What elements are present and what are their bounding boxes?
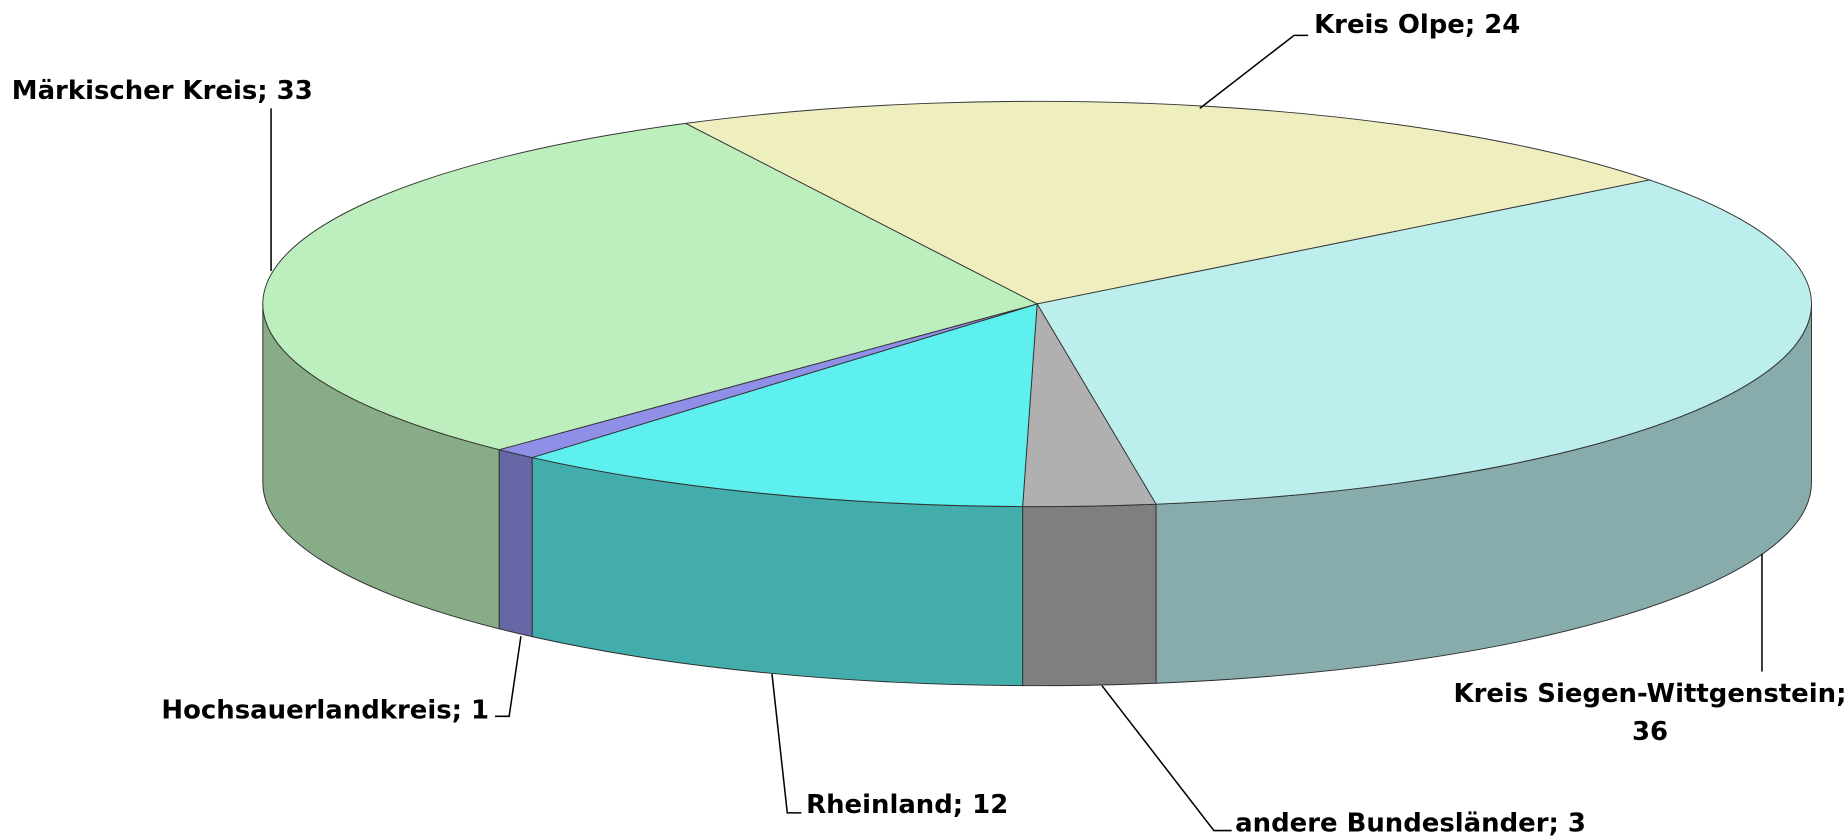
data-label: Märkischer Kreis; 33 [12, 76, 313, 106]
slice [262, 122, 1039, 451]
slice-side-shade [262, 303, 500, 629]
leader-line [1199, 34, 1309, 109]
label-line: 36 [1632, 717, 1668, 747]
data-label: Rheinland; 12 [806, 790, 1008, 820]
leader-line [771, 673, 802, 814]
data-label: Hochsauerlandkreis; 1 [161, 696, 489, 726]
label-line: Kreis Siegen-Wittgenstein; [1454, 679, 1847, 709]
pie-sides [262, 303, 1812, 687]
slice [684, 100, 1652, 305]
slice [1036, 179, 1812, 505]
slice-side-shade [499, 449, 533, 637]
slice-side-shade [532, 457, 1023, 686]
slice-side-shade [1022, 504, 1157, 686]
slice [530, 303, 1038, 508]
data-label: Kreis Siegen-Wittgenstein; 36 [1454, 679, 1847, 747]
data-label: Kreis Olpe; 24 [1314, 10, 1520, 40]
leader-line [495, 636, 522, 718]
slice-side-shade [1156, 303, 1812, 684]
data-label: andere Bundesländer; 3 [1235, 809, 1586, 839]
leader-line [1101, 685, 1232, 832]
